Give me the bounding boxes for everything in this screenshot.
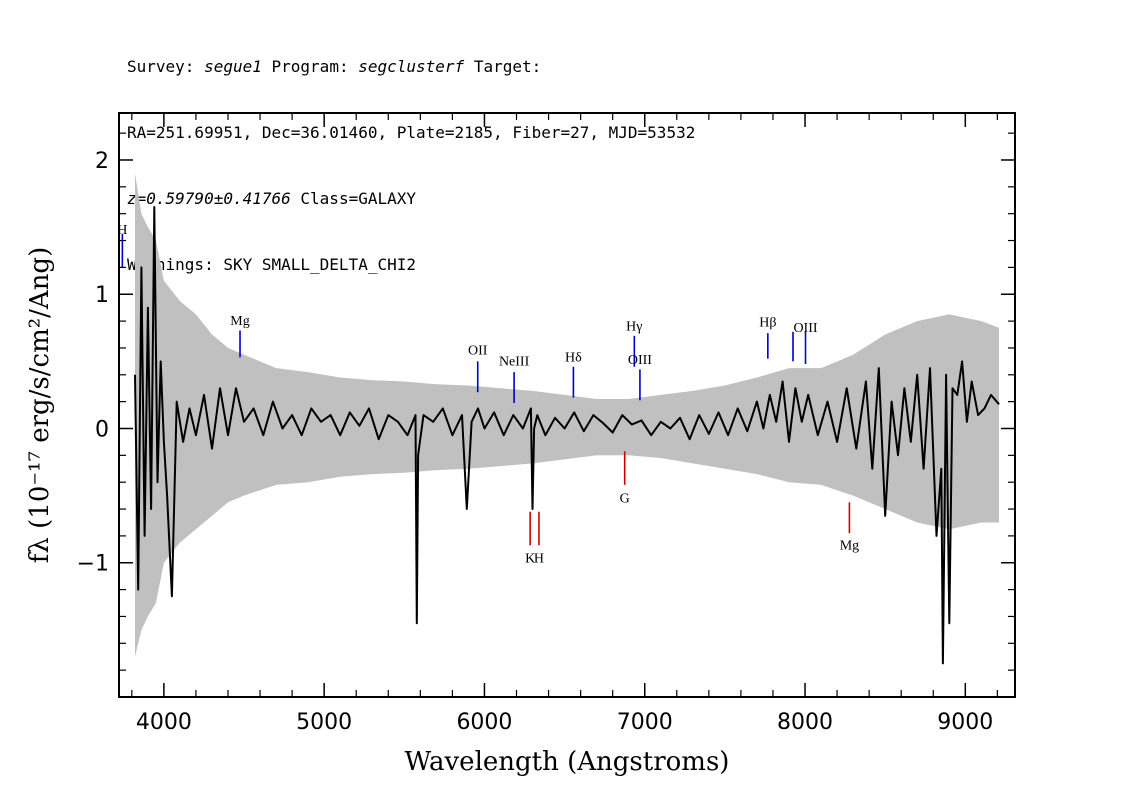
emission-line-label: Hβ xyxy=(759,315,776,330)
y-tick-label: 0 xyxy=(95,417,109,442)
spectrum-header: Survey: segue1 Program: segclusterf Targ… xyxy=(127,12,695,298)
absorption-line-label: Mg xyxy=(840,538,859,553)
absorption-line-label: K xyxy=(525,552,535,567)
x-tick-label: 9000 xyxy=(937,710,993,735)
class-text: Class=GALAXY xyxy=(300,189,416,208)
y-tick-label: −1 xyxy=(77,552,109,577)
absorption-line-label: G xyxy=(620,491,630,506)
flux-line xyxy=(134,206,1000,665)
y-axis-title: fλ (10⁻¹⁷ erg/s/cm²/Ang) xyxy=(25,247,55,563)
header-line-3: z=0.59790±0.41766 Class=GALAXY xyxy=(127,188,695,210)
x-tick-label: 6000 xyxy=(456,710,512,735)
plot-frame xyxy=(118,112,1016,698)
y-tick-label: 1 xyxy=(95,283,109,308)
emission-line-label: NeIII xyxy=(499,354,530,369)
emission-line-label: OIII xyxy=(628,353,652,368)
header-line-1: Survey: segue1 Program: segclusterf Targ… xyxy=(127,56,695,78)
program-label: Program: xyxy=(271,57,349,76)
emission-line-label: OII xyxy=(468,344,488,359)
emission-line-label: Mg xyxy=(230,314,249,329)
x-tick-label: 8000 xyxy=(777,710,833,735)
x-axis-title: Wavelength (Angstroms) xyxy=(405,747,730,777)
emission-line-label: OIII xyxy=(793,321,817,336)
header-line-2: RA=251.69951, Dec=36.01460, Plate=2185, … xyxy=(127,123,696,142)
target-label: Target: xyxy=(473,57,542,76)
program-value: segclusterf xyxy=(358,57,465,76)
emission-line-label: Hγ xyxy=(626,319,642,334)
x-tick-label: 5000 xyxy=(296,710,352,735)
redshift-text: z=0.59790±0.41766 xyxy=(127,189,291,208)
x-tick-label: 7000 xyxy=(617,710,673,735)
x-tick-label: 4000 xyxy=(136,710,192,735)
absorption-line-label: H xyxy=(534,552,544,567)
survey-label: Survey: xyxy=(127,57,195,76)
survey-value: segue1 xyxy=(204,57,262,76)
emission-line-label: Hδ xyxy=(565,350,582,365)
error-envelope xyxy=(135,173,999,657)
y-tick-label: 2 xyxy=(95,149,109,174)
axes: 4000 5000 6000 7000 8000 9000 −1 0 1 2 xyxy=(77,113,1015,735)
emission-line-label: H xyxy=(117,223,127,238)
